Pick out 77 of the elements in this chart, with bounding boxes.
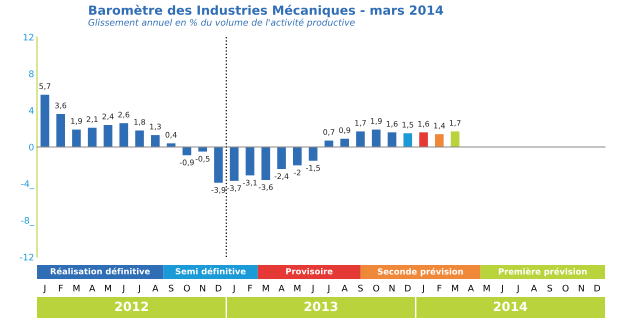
x-tick-label: D (216, 284, 222, 292)
bar (277, 147, 286, 169)
bar (119, 123, 128, 147)
text: Semi définitive (176, 268, 246, 274)
bar (434, 134, 444, 147)
bar (450, 131, 460, 147)
x-tick-label: D (594, 284, 600, 292)
y-tick-label: 12 (24, 34, 34, 40)
bar (356, 131, 365, 147)
text: Réalisation définitive (50, 268, 150, 274)
bar (214, 147, 223, 183)
x-tick-label: M (73, 284, 80, 292)
bar (261, 147, 270, 180)
x-tick-label: N (390, 284, 394, 292)
x-tick-label: F (58, 284, 63, 292)
x-tick-label: M (262, 284, 269, 292)
y-tick-label: -8_ (21, 216, 34, 226)
x-tick-label: J (43, 284, 46, 294)
x-tick-label: S (548, 284, 552, 292)
text: 2013 (304, 302, 338, 312)
x-tick-label: M (294, 284, 300, 292)
bar (372, 130, 381, 147)
x-tick-label: J (500, 284, 503, 294)
bar (104, 125, 112, 147)
y-tick-label: 8 (29, 70, 34, 78)
x-tick-label: F (438, 284, 442, 292)
y-tick-label: -12 (20, 254, 34, 260)
text: 2014 (494, 302, 528, 312)
x-tick-label: A (468, 284, 474, 292)
y-tick-label: 0 (29, 144, 34, 151)
x-tick-label: N (578, 284, 584, 292)
x-tick-label: J (138, 284, 140, 294)
x-tick-label: F (248, 284, 252, 292)
bar (230, 147, 239, 181)
text: Seconde prévision (378, 268, 463, 276)
bar (403, 133, 412, 147)
chart-title: Baromètre des Industries Mécaniques - mars 2014 (89, 4, 444, 18)
x-tick-label: A (342, 284, 348, 292)
x-tick-label: O (562, 284, 569, 292)
x-tick-label: M (452, 284, 458, 292)
x-tick-label: J (232, 284, 235, 294)
x-tick-label: A (152, 284, 158, 292)
x-tick-label: J (516, 284, 519, 294)
x-tick-label: J (122, 284, 124, 294)
x-tick-label: J (422, 284, 424, 294)
chart-subtitle: Glissement annuel en % du volume de l'activité productive (88, 18, 355, 28)
bar (292, 147, 302, 166)
x-tick-label: A (278, 284, 285, 292)
x-tick-label: S (168, 284, 174, 292)
x-tick-label: D (405, 284, 411, 292)
text: Provisoire (286, 268, 333, 274)
x-tick-label: O (373, 284, 380, 292)
x-tick-label: O (184, 284, 190, 292)
bar (56, 114, 66, 147)
bar (324, 140, 334, 147)
bar (419, 132, 428, 147)
bar (308, 147, 318, 161)
x-tick-label: A (89, 284, 96, 292)
bar (88, 128, 97, 147)
text: 2012 (115, 302, 148, 312)
x-tick-label: A (530, 284, 538, 292)
x-tick-label: M (104, 284, 112, 292)
bar (388, 132, 396, 147)
x-tick-label: J (311, 284, 314, 294)
x-tick-label: J (327, 284, 330, 294)
bar (182, 147, 192, 156)
bar (72, 130, 81, 147)
bar (40, 94, 50, 147)
text: Première prévision (498, 268, 587, 276)
x-tick-label: S (358, 284, 363, 292)
bar (150, 135, 160, 147)
y-tick-label: 4 (28, 107, 34, 114)
x-tick-label: N (200, 284, 206, 292)
x-tick-label: M (484, 284, 490, 292)
bar (246, 147, 254, 176)
bar (135, 130, 144, 147)
y-tick-label: -4_ (21, 180, 34, 190)
